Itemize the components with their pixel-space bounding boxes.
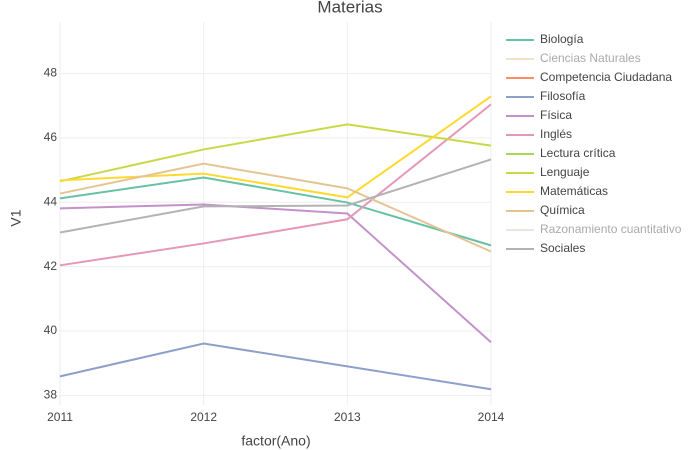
y-axis-title: V1 <box>8 209 24 226</box>
y-tick-label: 40 <box>44 323 58 337</box>
legend-label: Biología <box>540 32 584 46</box>
legend-label: Lenguaje <box>540 165 590 179</box>
legend-label: Física <box>540 108 572 122</box>
legend-label: Ciencias Naturales <box>540 51 641 65</box>
series-line <box>59 342 492 391</box>
y-tick-label: 38 <box>44 388 58 402</box>
chart-title: Materias <box>317 0 382 16</box>
series-line <box>59 123 492 183</box>
series-line <box>59 158 492 234</box>
legend-label: Razonamiento cuantitativo <box>540 222 682 236</box>
y-tick-label: 42 <box>44 259 58 273</box>
y-tick-label: 48 <box>44 66 58 80</box>
series-line <box>59 95 492 199</box>
legend-label: Inglés <box>540 127 572 141</box>
legend-label: Lectura crítica <box>540 146 616 160</box>
series-line <box>59 176 492 247</box>
series-line <box>59 162 492 253</box>
x-axis-title: factor(Ano) <box>241 433 310 449</box>
y-tick-label: 44 <box>44 194 58 208</box>
legend-label: Sociales <box>540 241 585 255</box>
x-tick-label: 2013 <box>334 410 361 424</box>
series-line <box>59 103 492 267</box>
y-tick-label: 46 <box>44 130 58 144</box>
legend-label: Filosofía <box>540 89 586 103</box>
x-tick-label: 2012 <box>190 410 217 424</box>
series-line <box>59 203 492 343</box>
x-tick-label: 2011 <box>47 410 73 424</box>
legend-label: Matemáticas <box>540 184 608 198</box>
legend-label: Competencia Ciudadana <box>540 70 672 84</box>
legend-label: Química <box>540 203 585 217</box>
x-tick-label: 2014 <box>478 410 505 424</box>
